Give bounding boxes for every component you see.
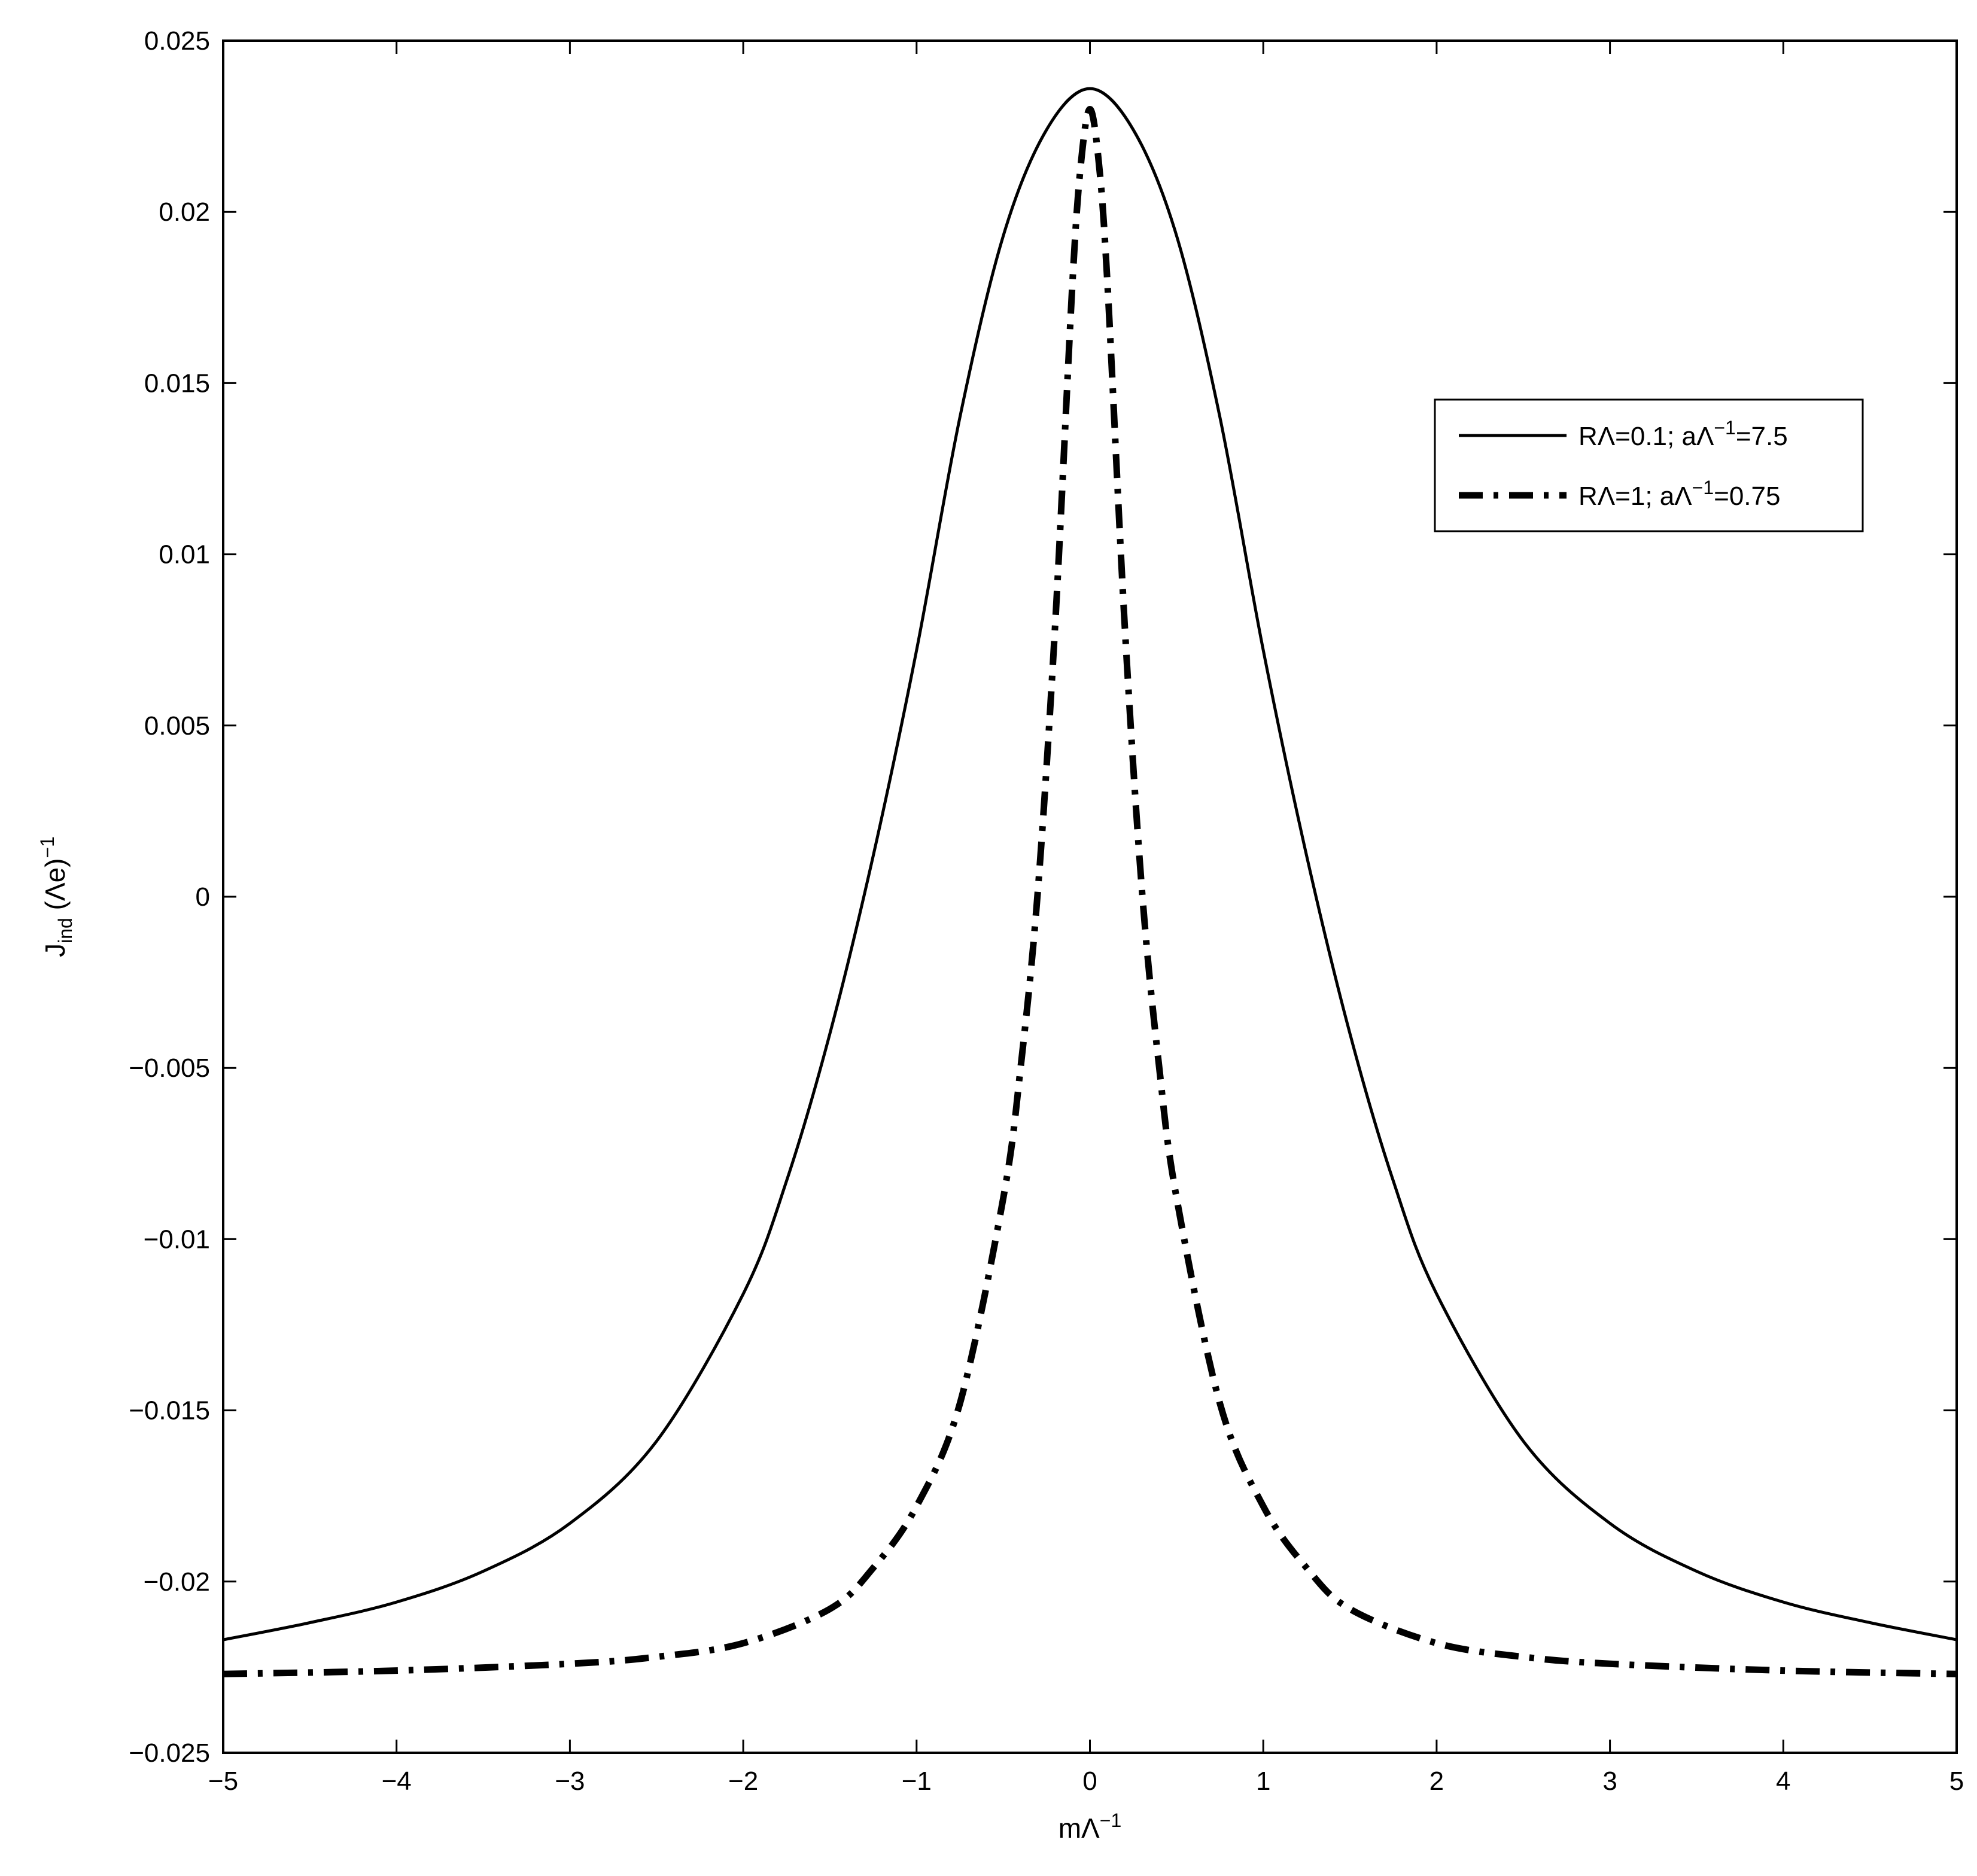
- y-tick-label: 0.01: [159, 540, 210, 570]
- y-tick-label: 0.015: [144, 368, 210, 398]
- y-axis-label: Jind (Λe)−1: [37, 836, 76, 957]
- x-tick-label: 5: [1949, 1767, 1964, 1796]
- axis-ticks: −5 −4 −3 −2 −1 0 1 2 3 4 5 −0.025 −0.02 −0.015 −0.01 −0…: [129, 26, 1964, 1796]
- y-tick-label: −0.01: [144, 1225, 210, 1254]
- y-axis-label-rest: (Λe): [39, 858, 71, 918]
- y-tick-label: 0: [196, 882, 210, 912]
- legend-entry-1-sup: −1: [1714, 417, 1735, 438]
- y-tick-label: 0.005: [144, 711, 210, 741]
- legend-entry-1-pre: RΛ=0.1; aΛ: [1578, 422, 1714, 451]
- legend-entry-2-sup: −1: [1692, 477, 1714, 498]
- x-tick-label: 0: [1082, 1767, 1097, 1796]
- x-tick-label: −3: [555, 1767, 585, 1796]
- legend-box: [1434, 398, 1864, 532]
- x-tick-label: −1: [902, 1767, 932, 1796]
- y-tick-label: −0.025: [129, 1738, 210, 1768]
- legend-entry-2: RΛ=1; aΛ−1=0.75: [1578, 477, 1780, 511]
- y-axis-label-sup: −1: [37, 836, 58, 858]
- x-tick-label: −4: [382, 1767, 412, 1796]
- legend-entry-1-post: =7.5: [1736, 422, 1788, 451]
- x-axis-label: mΛ−1: [1059, 1810, 1122, 1844]
- x-tick-label: 4: [1776, 1767, 1790, 1796]
- legend-entry-2-post: =0.75: [1714, 482, 1780, 511]
- plot-area-frame: [222, 39, 1958, 1754]
- series-line-solid: [223, 87, 1957, 1642]
- series-line-dash-dot: [223, 106, 1957, 1677]
- x-axis-label-sup: −1: [1100, 1810, 1121, 1831]
- y-tick-label: −0.02: [144, 1567, 210, 1597]
- y-axis-label-main: J: [39, 943, 71, 957]
- legend-entry-1: RΛ=0.1; aΛ−1=7.5: [1578, 417, 1788, 451]
- y-tick-label: −0.015: [129, 1396, 210, 1426]
- plot-curves: [223, 87, 1957, 1677]
- y-tick-label: 0.025: [144, 26, 210, 56]
- x-axis-label-main: mΛ: [1059, 1813, 1100, 1844]
- y-axis-label-sub: ind: [54, 918, 76, 943]
- x-tick-label: −2: [728, 1767, 758, 1796]
- legend-entry-2-pre: RΛ=1; aΛ: [1578, 482, 1692, 511]
- x-tick-label: 3: [1602, 1767, 1617, 1796]
- legend: RΛ=0.1; aΛ−1=7.5 RΛ=1; aΛ−1=0.75: [1434, 398, 1864, 532]
- x-tick-label: 2: [1429, 1767, 1444, 1796]
- y-tick-label: −0.005: [129, 1053, 210, 1083]
- x-tick-label: 1: [1256, 1767, 1270, 1796]
- y-tick-label: 0.02: [159, 197, 210, 227]
- x-tick-label: −5: [208, 1767, 238, 1796]
